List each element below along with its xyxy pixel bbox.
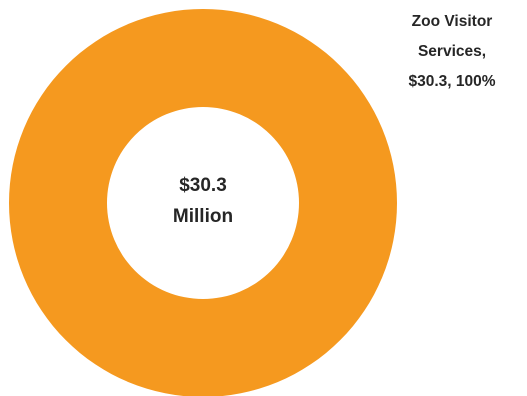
- center-value: $30.3: [179, 175, 227, 196]
- donut-center-label: $30.3 Million: [128, 170, 278, 232]
- center-unit: Million: [172, 206, 234, 227]
- slice-label-line-3: $30.3, 100%: [408, 73, 496, 90]
- donut-slice-zoo-visitor-services: [9, 9, 397, 396]
- slice-label-line-2: Services,: [417, 43, 487, 60]
- slice-label-line-1: Zoo Visitor: [411, 13, 493, 30]
- slice-data-label: Zoo Visitor Services, $30.3, 100%: [377, 7, 527, 97]
